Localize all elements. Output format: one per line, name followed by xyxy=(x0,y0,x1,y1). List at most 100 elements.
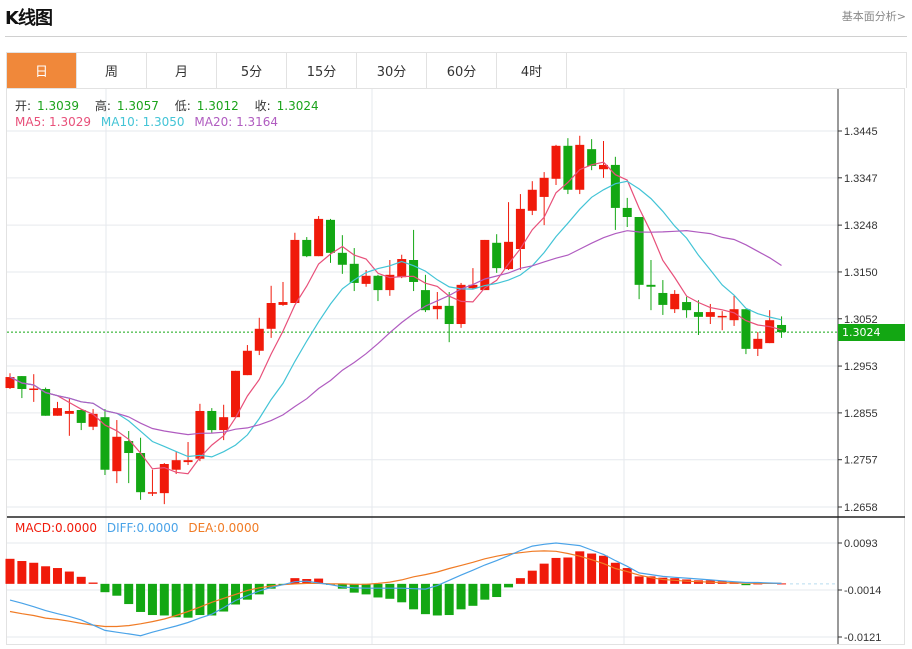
candle-body xyxy=(527,189,537,211)
candle-body xyxy=(183,460,193,463)
candle-body xyxy=(397,259,407,278)
candle-body xyxy=(5,377,15,389)
ma5-line xyxy=(9,161,782,475)
macd-bar xyxy=(147,583,157,616)
macd-bar xyxy=(124,583,134,605)
macd-bar xyxy=(432,583,442,616)
macd-bar xyxy=(195,583,205,616)
macd-bar xyxy=(777,583,787,585)
macd-bar xyxy=(551,557,561,584)
price-tick-label: 1.3150 xyxy=(844,267,878,279)
candle-body xyxy=(670,293,680,310)
macd-bar xyxy=(587,553,597,584)
candle-body xyxy=(682,302,692,311)
macd-bar xyxy=(634,576,644,584)
macd-bar xyxy=(254,583,264,595)
tab-5min[interactable]: 5分 xyxy=(217,53,287,88)
macd-bar xyxy=(76,576,86,584)
page-title: K线图 xyxy=(5,8,53,29)
candle-body xyxy=(52,408,62,416)
candle-body xyxy=(385,274,395,291)
dea-value: DEA:0.0000 xyxy=(188,521,260,535)
candle-body xyxy=(444,305,454,325)
candle-body xyxy=(504,241,514,270)
candle-body xyxy=(195,410,205,459)
tab-60min[interactable]: 60分 xyxy=(427,53,497,88)
price-tick-label: 1.2855 xyxy=(844,408,878,420)
candle-body xyxy=(765,320,775,344)
macd-bar xyxy=(646,576,656,584)
macd-bar xyxy=(64,571,74,584)
tab-month[interactable]: 月 xyxy=(147,53,217,88)
candle-body xyxy=(610,164,620,208)
candle-body xyxy=(432,305,442,310)
candle-body xyxy=(171,460,181,470)
candle-body xyxy=(88,413,98,427)
close-label: 收: xyxy=(254,99,271,113)
macd-bar xyxy=(159,583,169,616)
candle-body xyxy=(551,145,561,179)
macd-bar xyxy=(136,583,146,612)
candle-body xyxy=(361,275,371,284)
macd-legend: MACD:0.0000 DIFF:0.0000 DEA:0.0000 xyxy=(15,521,265,535)
candle-body xyxy=(420,290,430,311)
tab-4hour[interactable]: 4时 xyxy=(497,53,567,88)
candle-body xyxy=(76,410,86,423)
macd-tick-label: -0.0014 xyxy=(844,585,881,597)
candle-body xyxy=(159,464,169,494)
candle-body xyxy=(634,216,644,285)
fundamental-analysis-link[interactable]: 基本面分析> xyxy=(841,10,906,23)
macd-bar xyxy=(610,562,620,584)
candle-body xyxy=(207,410,217,431)
macd-bar xyxy=(242,583,252,600)
candle-body xyxy=(278,302,288,305)
candle-body xyxy=(373,275,383,291)
candle-body xyxy=(29,388,39,391)
chart-area[interactable] xyxy=(6,88,905,645)
price-tick-label: 1.3347 xyxy=(844,173,878,185)
macd-bar xyxy=(658,577,668,584)
diff-line xyxy=(9,542,782,637)
candle-body xyxy=(41,388,51,416)
macd-bar xyxy=(599,555,608,584)
candle-body xyxy=(219,417,229,431)
candle-body xyxy=(658,292,668,305)
candle-body xyxy=(456,284,466,325)
dea-line xyxy=(9,550,782,628)
macd-bar xyxy=(17,561,27,584)
candle-body xyxy=(717,315,727,318)
macd-bar xyxy=(112,583,122,596)
macd-bar xyxy=(171,583,181,618)
macd-bar xyxy=(527,570,537,584)
macd-bar xyxy=(314,578,324,584)
macd-bar xyxy=(563,557,573,584)
price-tick-label: 1.3445 xyxy=(844,126,878,138)
macd-tick-label: -0.0121 xyxy=(844,632,881,644)
tab-15min[interactable]: 15分 xyxy=(287,53,357,88)
candle-body xyxy=(539,177,549,197)
candle-body xyxy=(480,239,490,291)
macd-tick-label: 0.0093 xyxy=(844,538,878,550)
candle-body xyxy=(777,324,787,333)
high-value: 1.3057 xyxy=(116,99,159,113)
candle-body xyxy=(147,492,157,494)
candle-body xyxy=(729,309,739,321)
ma20-value: MA20: 1.3164 xyxy=(194,115,279,129)
candle-body xyxy=(112,436,122,472)
tab-week[interactable]: 周 xyxy=(77,53,147,88)
candle-body xyxy=(266,302,276,329)
macd-bar xyxy=(29,562,39,584)
price-tick-label: 1.2658 xyxy=(844,502,878,514)
candle-body xyxy=(254,328,264,351)
macd-bar xyxy=(504,583,514,588)
macd-bar xyxy=(468,583,478,606)
macd-bar xyxy=(515,578,525,584)
tab-30min[interactable]: 30分 xyxy=(357,53,427,88)
macd-bar xyxy=(207,583,217,616)
tab-day[interactable]: 日 xyxy=(7,53,77,88)
candle-body xyxy=(124,441,134,454)
candle-body xyxy=(492,242,502,269)
ma10-line xyxy=(9,180,782,458)
ma10-value: MA10: 1.3050 xyxy=(100,115,185,129)
